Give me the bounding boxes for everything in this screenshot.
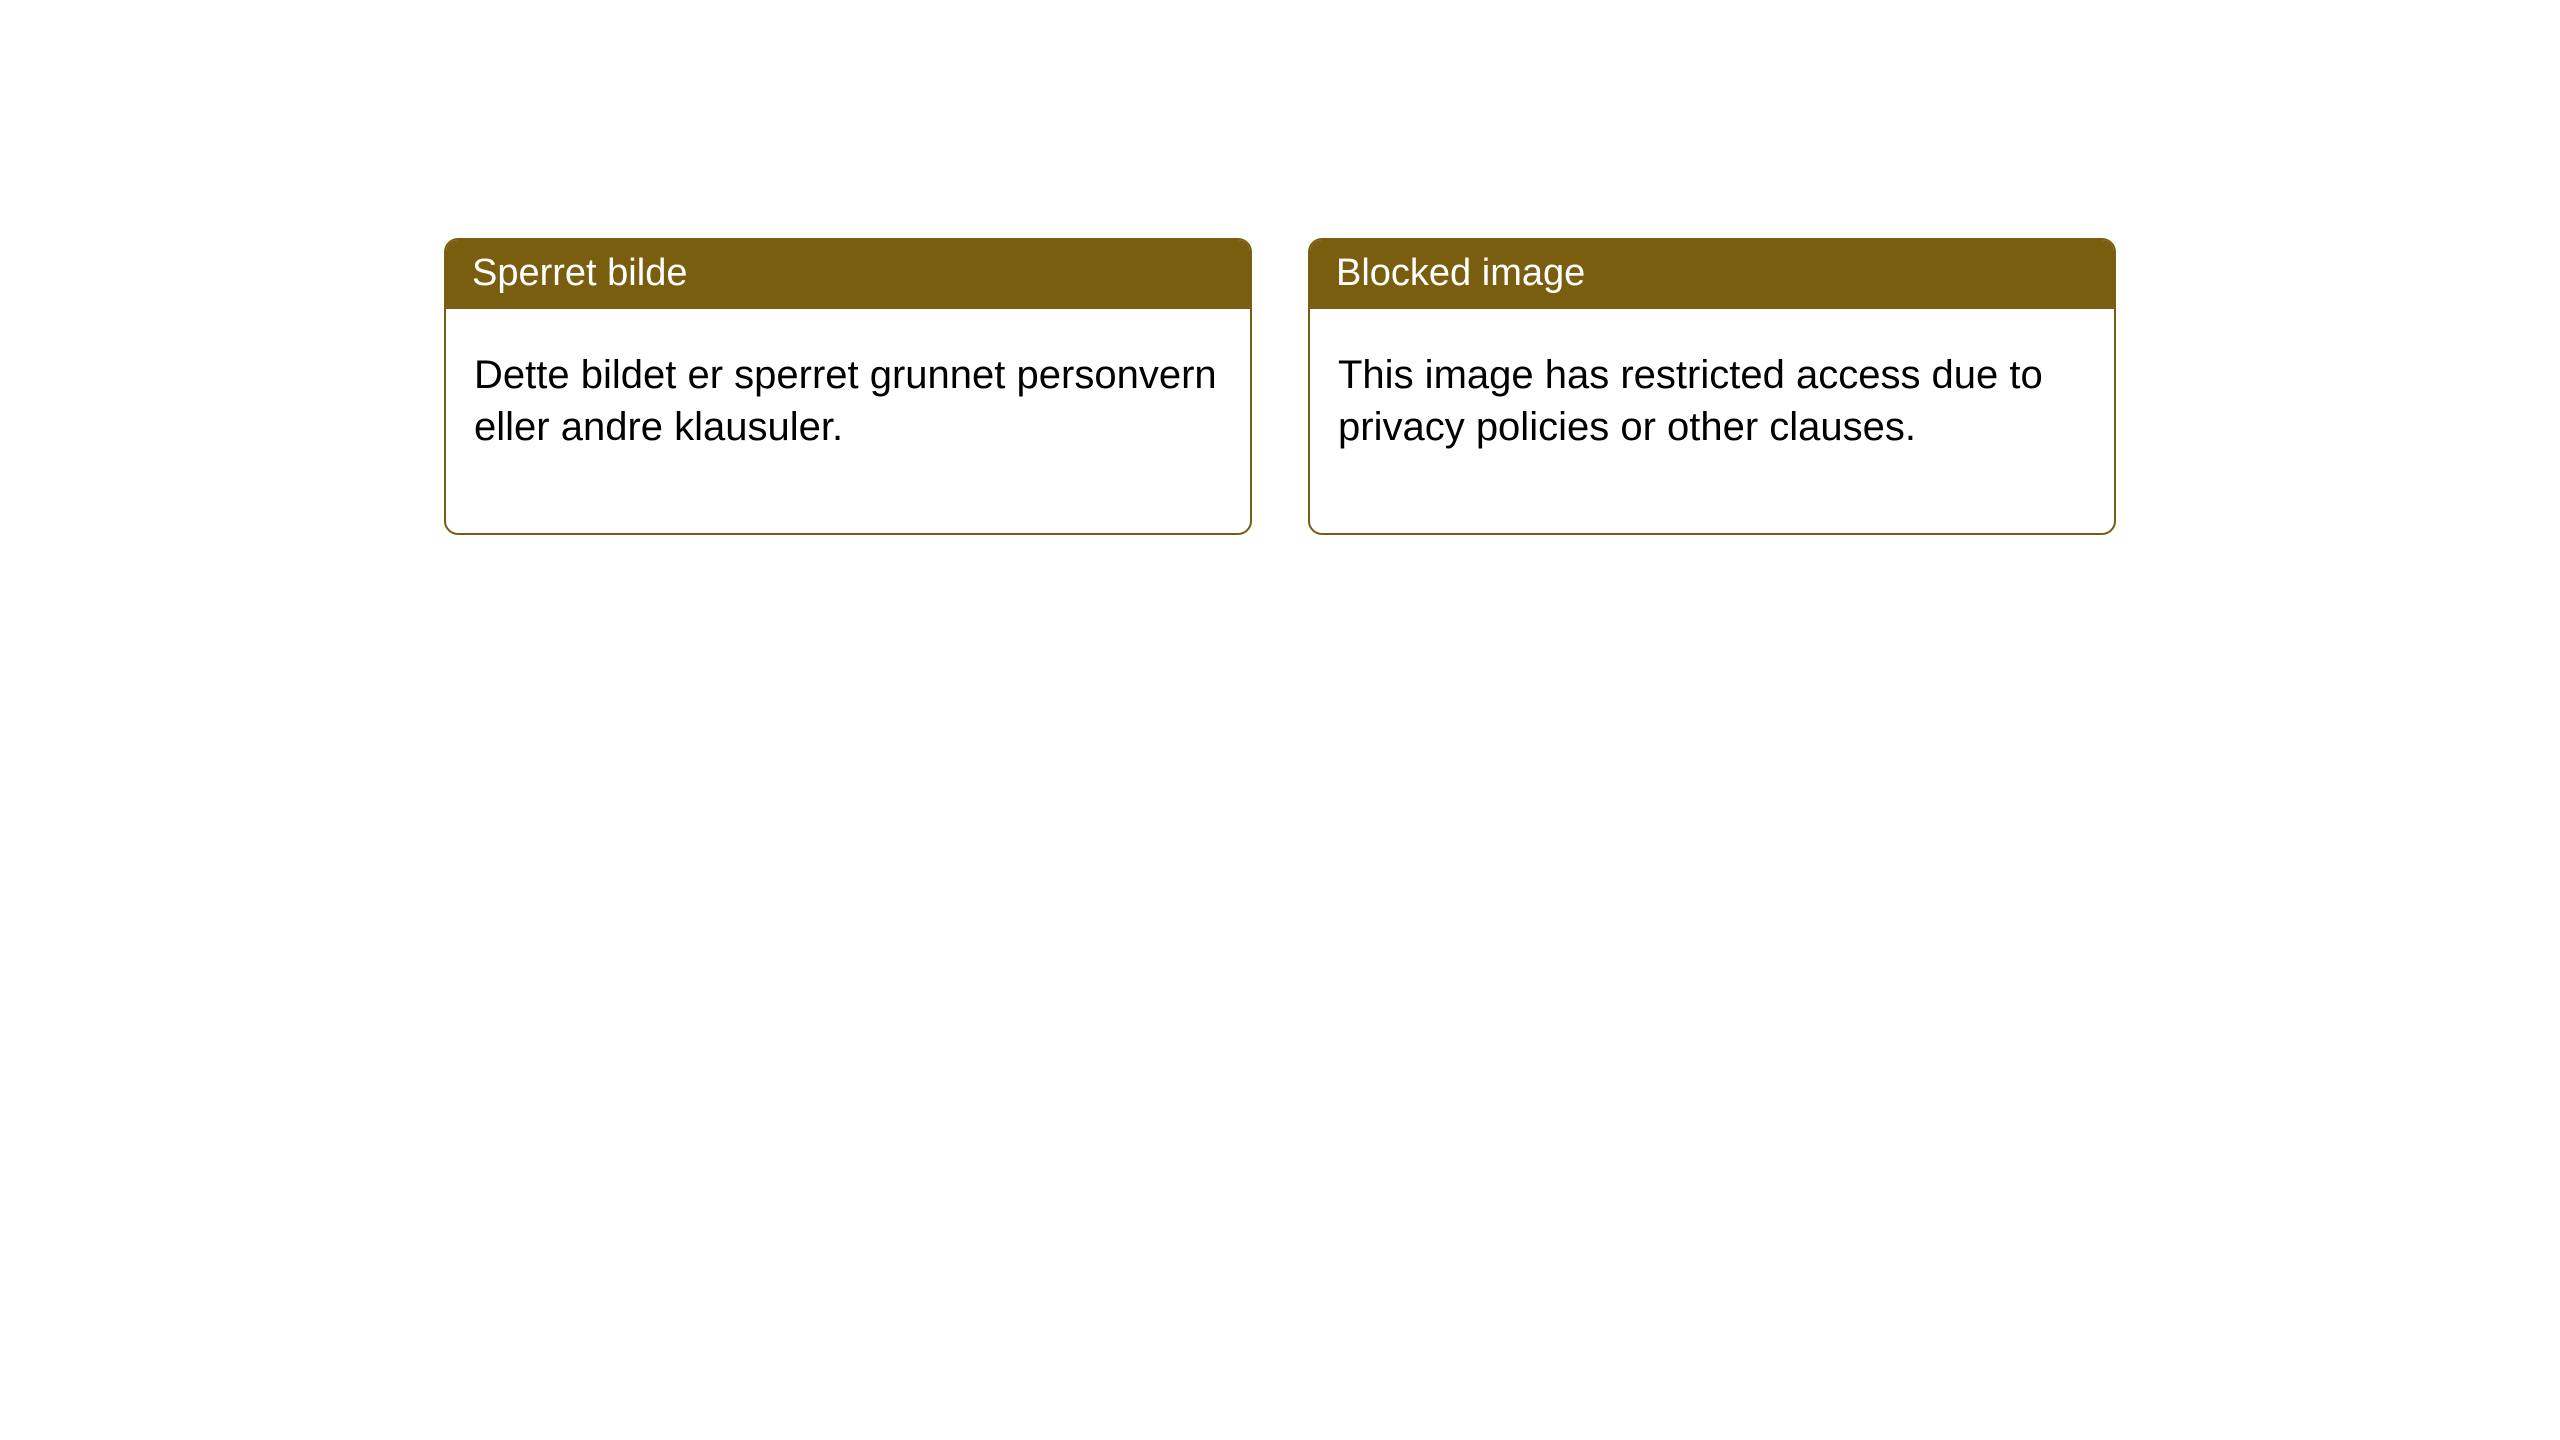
notice-header: Blocked image [1310,240,2114,309]
notice-body-text: This image has restricted access due to … [1310,309,2114,533]
notice-card-norwegian: Sperret bilde Dette bildet er sperret gr… [444,238,1252,535]
notice-header: Sperret bilde [446,240,1250,309]
notice-card-english: Blocked image This image has restricted … [1308,238,2116,535]
notice-container: Sperret bilde Dette bildet er sperret gr… [0,0,2560,535]
notice-body-text: Dette bildet er sperret grunnet personve… [446,309,1250,533]
